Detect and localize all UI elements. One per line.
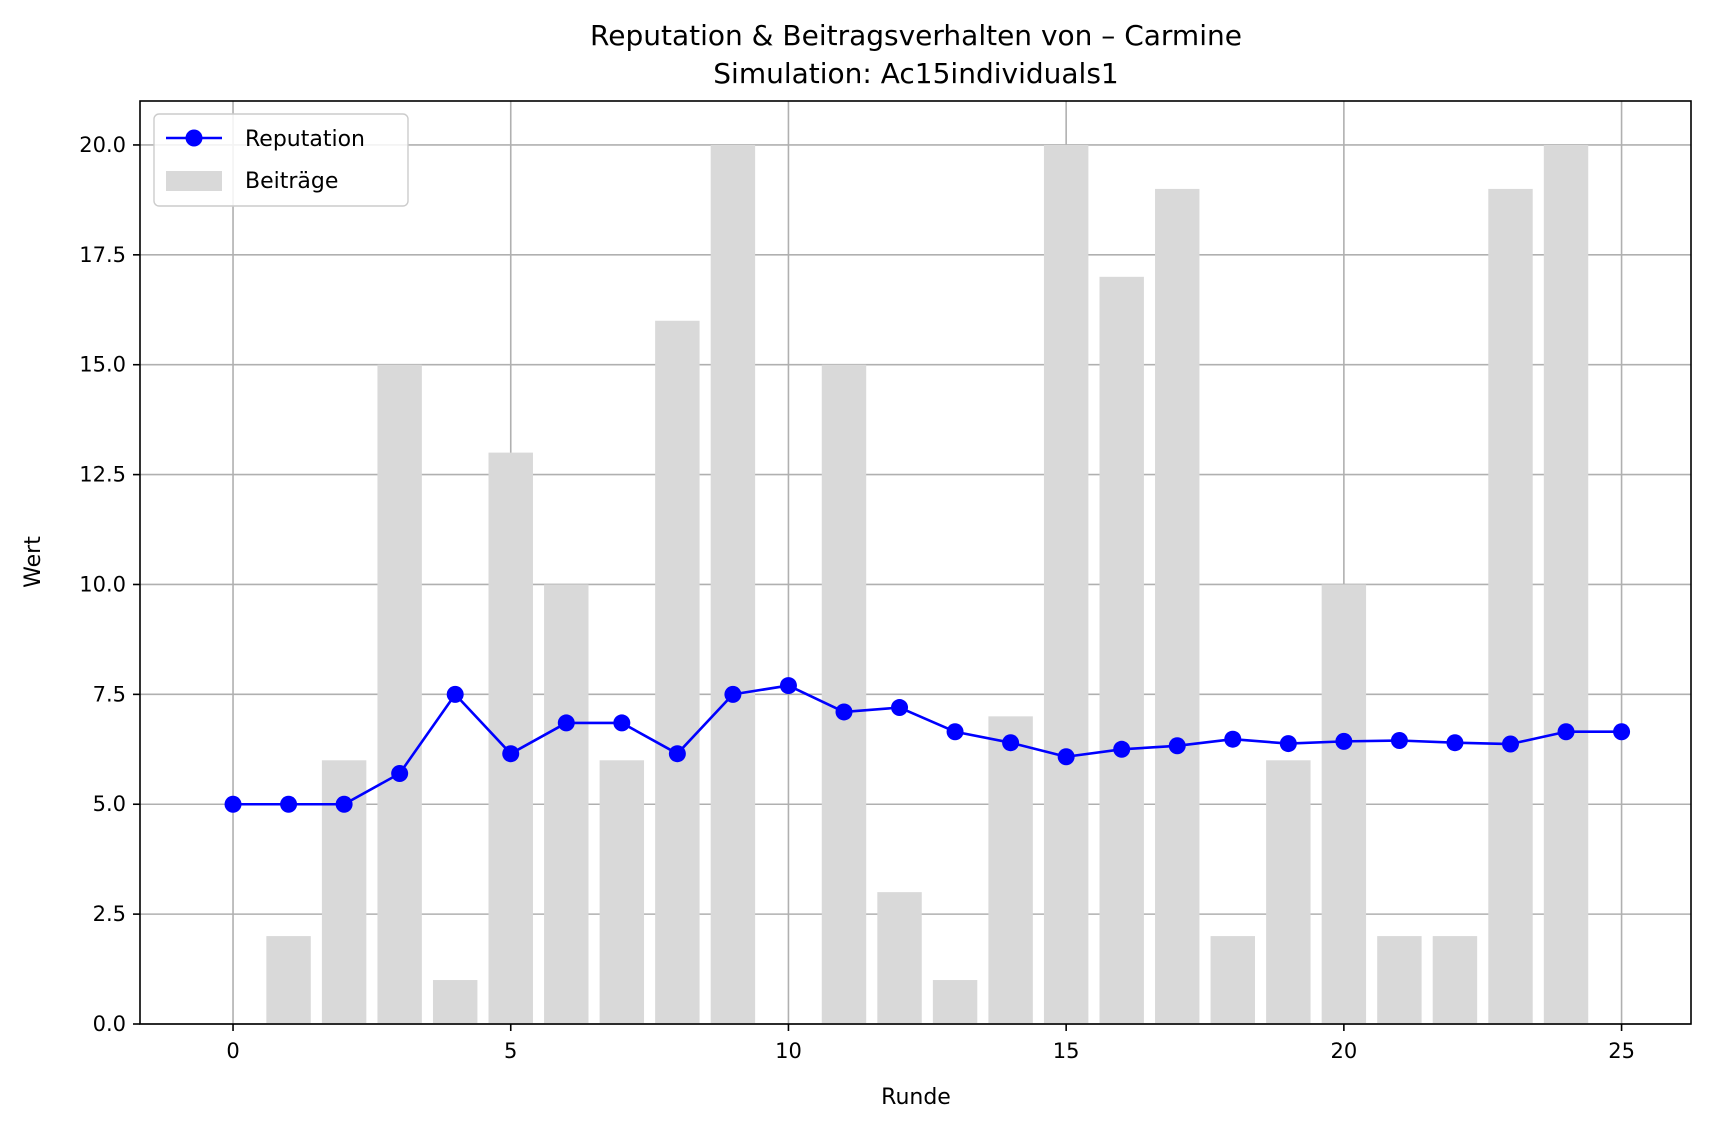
- bar-beitraege: [1488, 188, 1533, 1024]
- bar-beitraege: [266, 936, 311, 1024]
- reputation-point: [1335, 732, 1353, 750]
- y-tick-label: 7.5: [93, 682, 126, 706]
- reputation-point: [1057, 748, 1075, 766]
- bar-beitraege: [599, 760, 645, 1024]
- reputation-point: [1168, 737, 1186, 755]
- reputation-point: [835, 703, 853, 721]
- reputation-point: [1613, 723, 1631, 741]
- bar-beitraege: [1266, 760, 1311, 1024]
- bar-series-beitraege: [266, 144, 1589, 1025]
- axis-ticks: 0 5 10 15 20 25 0.0 2.5 5.0 7.5 10.0 12.5 15.0 17.5 20…: [79, 133, 1635, 1063]
- plot-area: [140, 101, 1691, 1024]
- y-tick-label: 15.0: [79, 353, 126, 377]
- reputation-point: [280, 795, 298, 813]
- bar-beitraege: [1099, 276, 1144, 1024]
- reputation-point: [391, 764, 409, 782]
- reputation-point: [557, 714, 575, 732]
- bar-beitraege: [821, 364, 867, 1024]
- reputation-point: [446, 685, 464, 703]
- reputation-line: [233, 684, 1622, 806]
- x-tick-label: 15: [1053, 1039, 1080, 1063]
- bar-beitraege: [1155, 188, 1200, 1024]
- y-tick-label: 20.0: [79, 133, 126, 157]
- reputation-point: [1224, 730, 1242, 748]
- y-tick-label: 10.0: [79, 572, 126, 596]
- bar-beitraege: [1321, 584, 1367, 1024]
- bar-beitraege: [544, 584, 589, 1024]
- legend-marker-reputation: [185, 129, 203, 147]
- y-tick-label: 17.5: [79, 243, 126, 267]
- bar-beitraege: [1043, 144, 1089, 1024]
- chart-legend: Reputation Beiträge: [153, 113, 409, 207]
- y-tick-label: 0.0: [93, 1012, 126, 1036]
- plot-frame: [139, 100, 1692, 1025]
- bar-beitraege: [877, 892, 922, 1024]
- reputation-point: [1002, 734, 1020, 752]
- y-tick-label: 12.5: [79, 463, 126, 487]
- bar-beitraege: [932, 980, 978, 1024]
- y-tick-label: 5.0: [93, 792, 126, 816]
- bar-beitraege: [655, 320, 700, 1024]
- x-tick-label: 5: [504, 1039, 517, 1063]
- bar-beitraege: [710, 144, 756, 1024]
- legend-label-reputation: Reputation: [245, 127, 365, 152]
- reputation-point: [1279, 735, 1297, 753]
- bar-beitraege: [988, 716, 1033, 1024]
- bar-beitraege: [1210, 936, 1255, 1024]
- reputation-point: [502, 745, 520, 763]
- x-tick-label: 10: [775, 1039, 802, 1063]
- x-tick-label: 25: [1608, 1039, 1635, 1063]
- y-tick-label: 2.5: [93, 902, 126, 926]
- reputation-point: [1113, 740, 1131, 758]
- reputation-point: [1501, 735, 1519, 753]
- reputation-point: [1390, 732, 1408, 750]
- chart-subtitle: Simulation: Ac15individuals1: [713, 57, 1118, 90]
- x-tick-label: 0: [226, 1039, 239, 1063]
- x-axis-label: Runde: [881, 1085, 951, 1110]
- x-tick-label: 20: [1330, 1039, 1357, 1063]
- chart-title: Reputation & Beitragsverhalten von – Car…: [590, 19, 1242, 52]
- bar-beitraege: [1432, 936, 1478, 1024]
- bar-beitraege: [1377, 936, 1422, 1024]
- bar-beitraege: [1543, 144, 1589, 1024]
- reputation-point: [224, 795, 242, 813]
- reputation-point: [1557, 723, 1575, 741]
- y-axis-label: Wert: [21, 536, 46, 588]
- reputation-point: [1446, 734, 1464, 752]
- reputation-point: [724, 685, 742, 703]
- reputation-point: [946, 723, 964, 741]
- bar-beitraege: [377, 364, 422, 1024]
- line-series-reputation: [224, 677, 1631, 813]
- reputation-point: [668, 745, 686, 763]
- reputation-point: [613, 714, 631, 732]
- reputation-point: [335, 795, 353, 813]
- reputation-point: [891, 699, 909, 717]
- legend-label-beitraege: Beiträge: [245, 169, 338, 194]
- bar-beitraege: [432, 980, 478, 1024]
- legend-swatch-beitraege: [166, 171, 222, 191]
- reputation-point: [779, 677, 797, 695]
